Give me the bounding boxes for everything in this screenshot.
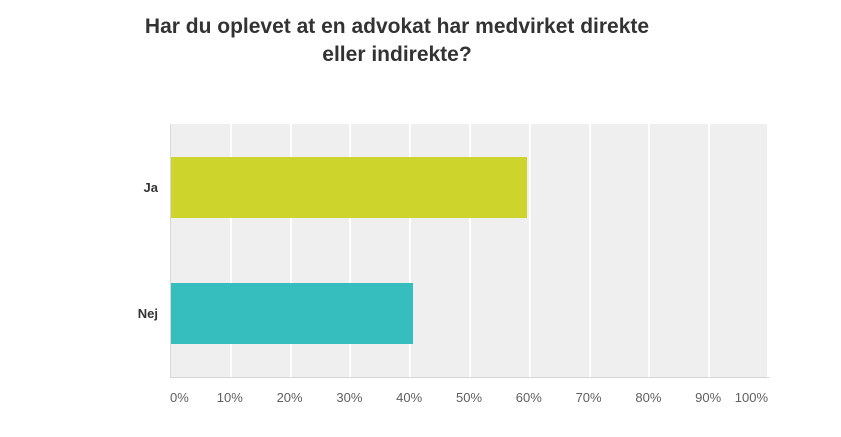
bar-ja[interactable] (171, 157, 528, 218)
x-tick-label: 100% (734, 390, 768, 405)
chart-title-text: Har du oplevet at en advokat har medvirk… (144, 15, 650, 66)
gridline (648, 124, 651, 377)
gridline (708, 124, 711, 377)
bar-nej[interactable] (171, 283, 413, 344)
x-tick-label: 0% (170, 390, 189, 405)
percent-axis-labels: 0% 10% 20% 30% 40% 50% 60% 70% 80% 90% 100% (170, 390, 768, 406)
x-tick-label: 70% (575, 390, 602, 405)
x-tick-label: 20% (276, 390, 303, 405)
x-tick-label: 50% (455, 390, 483, 405)
gridline (588, 124, 591, 377)
category-axis-labels: Ja Nej (0, 124, 158, 377)
category-label-ja: Ja (143, 180, 158, 195)
gridline (469, 124, 471, 377)
plot-area (170, 124, 769, 378)
gridline (289, 124, 292, 377)
x-tick-label: 40% (396, 390, 423, 405)
gridline (349, 124, 352, 377)
gridline (409, 124, 412, 377)
category-label-nej: Nej (137, 306, 158, 321)
chart-title: Har du oplevet at en advokat har medvirk… (117, 13, 677, 69)
x-tick-label: 10% (216, 390, 243, 405)
gridline (528, 124, 531, 377)
gridline (229, 124, 232, 377)
x-tick-label: 60% (515, 390, 542, 405)
x-tick-label: 80% (635, 390, 662, 405)
gridline (767, 124, 769, 377)
x-tick-label: 30% (336, 390, 363, 405)
x-tick-label: 90% (695, 390, 722, 405)
